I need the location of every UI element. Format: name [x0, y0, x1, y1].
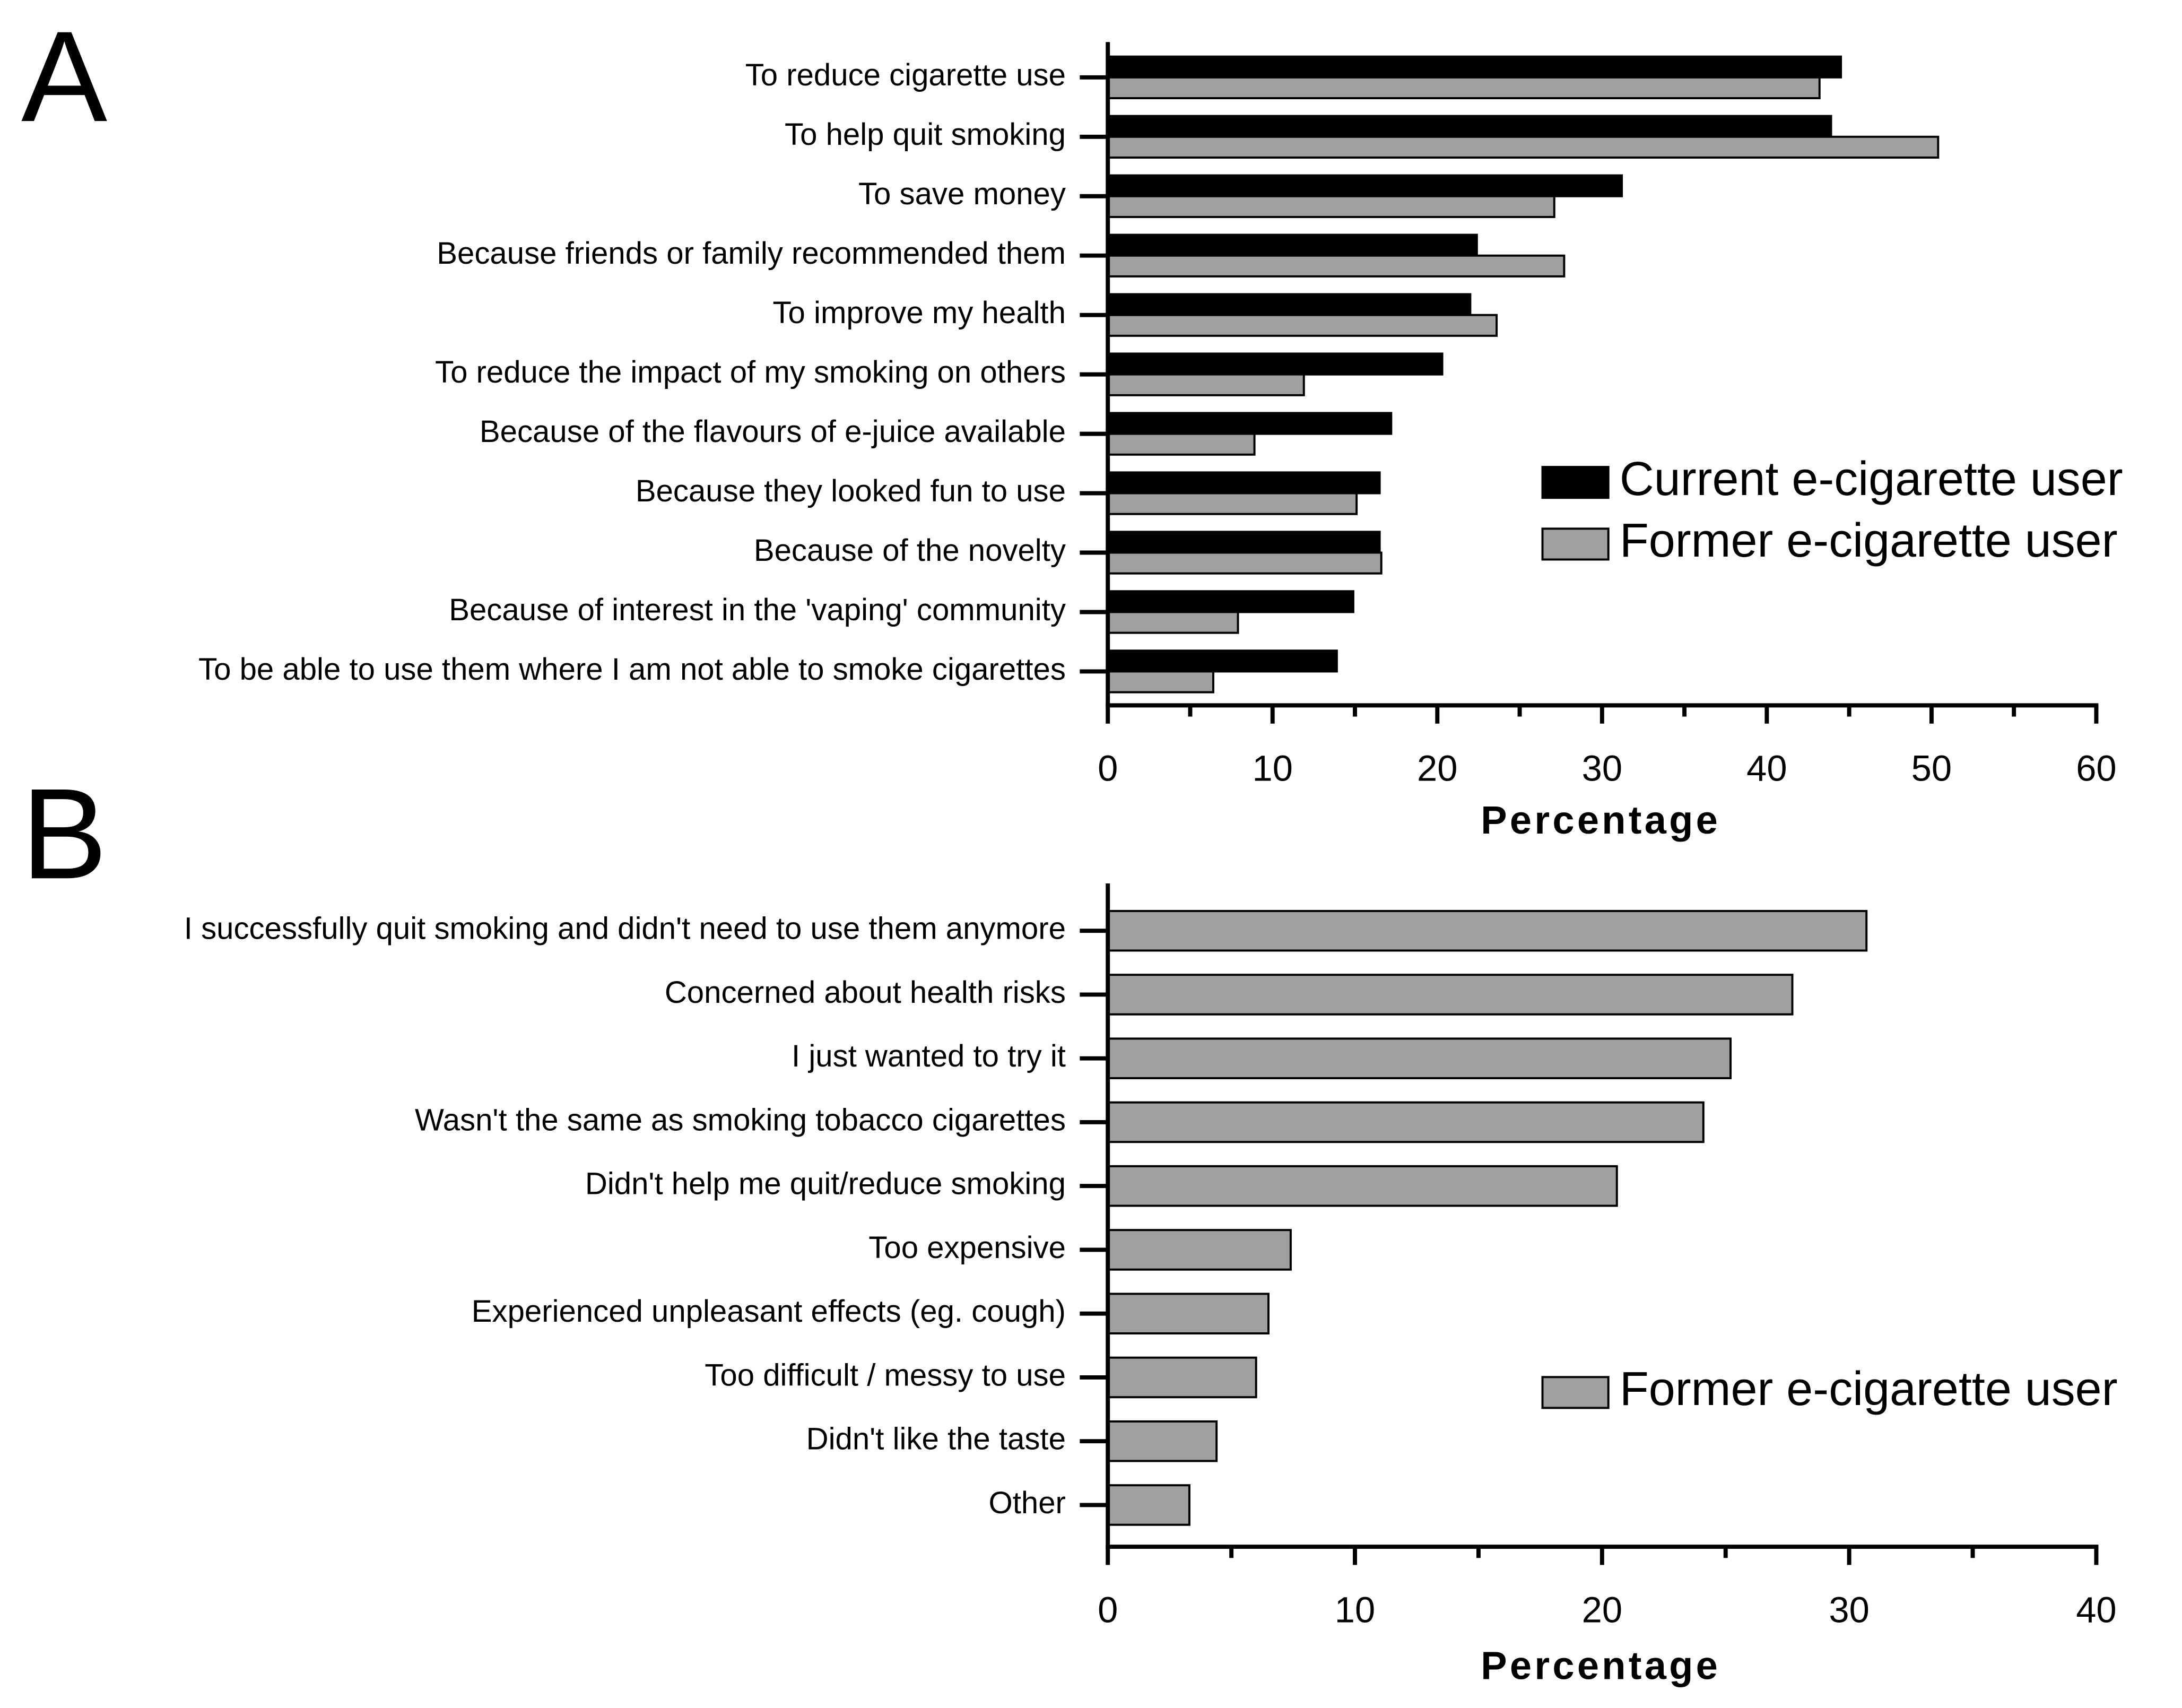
x-tick-label: 10 [1335, 1589, 1375, 1630]
category-label: I just wanted to try it [792, 1039, 1066, 1073]
x-tick-label: 10 [1253, 748, 1293, 789]
category-label: Didn't like the taste [806, 1422, 1066, 1456]
bar [1107, 174, 1623, 197]
bar [1107, 135, 1940, 159]
category-label: To reduce cigarette use [745, 58, 1066, 92]
bar [1107, 1165, 1618, 1207]
bar [1107, 55, 1842, 79]
bar [1107, 531, 1381, 554]
category-label: Too expensive [868, 1230, 1066, 1265]
legend-label: Former e-cigarette user [1620, 1363, 2118, 1416]
category-label: To help quit smoking [785, 117, 1066, 152]
bar [1107, 649, 1338, 673]
category-label: Wasn't the same as smoking tobacco cigar… [415, 1103, 1066, 1137]
x-tick-label: 0 [1098, 1589, 1118, 1630]
bar [1107, 254, 1566, 278]
bar [1107, 115, 1832, 138]
bar [1107, 1037, 1732, 1079]
bar [1107, 974, 1794, 1016]
bar [1107, 76, 1821, 100]
x-tick-label: 40 [2076, 1589, 2116, 1630]
bar [1107, 909, 1868, 952]
x-tick-label: 30 [1582, 748, 1622, 789]
category-label: Because friends or family recommended th… [437, 236, 1066, 271]
bar [1107, 611, 1239, 634]
bar [1107, 195, 1555, 218]
x-axis-title: Percentage [1481, 1644, 1720, 1688]
category-label: To reduce the impact of my smoking on ot… [435, 355, 1066, 389]
bar [1107, 1420, 1218, 1462]
bar [1107, 670, 1214, 693]
category-label: To save money [858, 177, 1066, 211]
x-tick-label: 0 [1098, 748, 1118, 789]
category-label: Too difficult / messy to use [705, 1358, 1066, 1392]
bar [1107, 1101, 1705, 1143]
bar [1107, 1293, 1270, 1334]
x-tick-label: 20 [1582, 1589, 1622, 1630]
legend-swatch [1541, 466, 1610, 499]
bar [1107, 492, 1358, 515]
x-axis-title: Percentage [1481, 798, 1720, 842]
bar [1107, 233, 1478, 257]
bar [1107, 1484, 1190, 1526]
legend-swatch [1541, 1376, 1610, 1409]
category-label: To improve my health [773, 296, 1066, 330]
category-label: Experienced unpleasant effects (eg. coug… [472, 1294, 1066, 1329]
bar [1107, 551, 1383, 575]
x-tick-label: 50 [1911, 748, 1952, 789]
category-label: I successfully quit smoking and didn't n… [184, 912, 1066, 946]
bar [1107, 590, 1354, 613]
panel-label: B [21, 761, 107, 906]
legend-label: Current e-cigarette user [1620, 453, 2123, 506]
bar [1107, 293, 1472, 316]
bar [1107, 314, 1498, 337]
category-label: Because they looked fun to use [636, 474, 1066, 508]
legend-swatch [1541, 527, 1610, 561]
bar [1107, 373, 1305, 396]
x-tick-label: 60 [2076, 748, 2116, 789]
x-tick-label: 20 [1417, 748, 1457, 789]
category-label: Because of interest in the 'vaping' comm… [449, 593, 1066, 627]
bar [1107, 1229, 1292, 1271]
category-label: Because of the flavours of e-juice avail… [480, 414, 1066, 449]
category-label: Didn't help me quit/reduce smoking [585, 1167, 1066, 1201]
category-label: Concerned about health risks [665, 975, 1066, 1010]
legend-label: Former e-cigarette user [1620, 514, 2118, 567]
x-tick-label: 40 [1746, 748, 1787, 789]
bar [1107, 432, 1256, 456]
bar [1107, 352, 1444, 376]
category-label: To be able to use them where I am not ab… [198, 652, 1066, 687]
category-label: Other [989, 1486, 1066, 1520]
bar [1107, 471, 1381, 495]
bar [1107, 1356, 1257, 1399]
category-label: Because of the novelty [754, 533, 1066, 568]
bar [1107, 412, 1393, 435]
panel-label: A [21, 4, 107, 149]
x-tick-label: 30 [1829, 1589, 1869, 1630]
